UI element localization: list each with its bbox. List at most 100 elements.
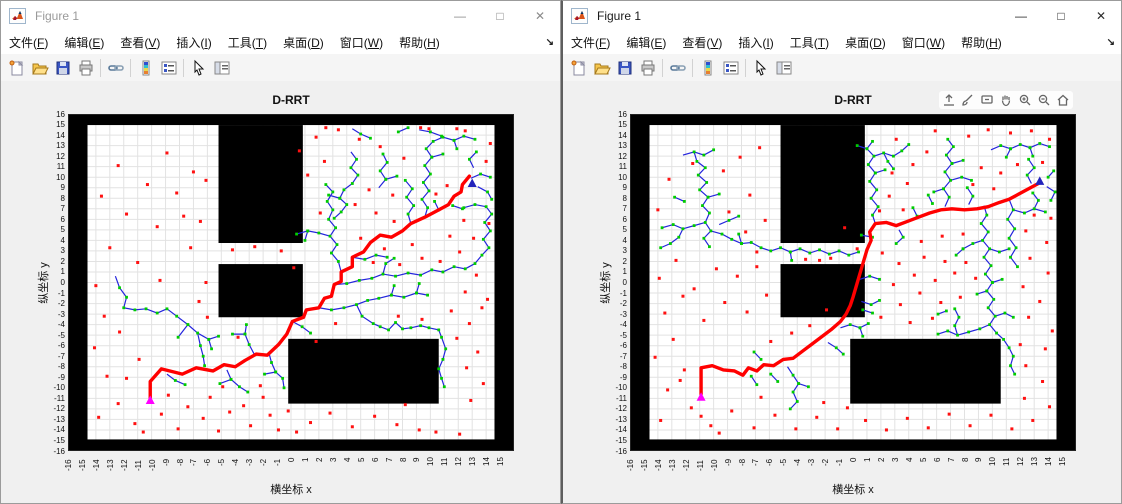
link-plot-button[interactable]	[104, 56, 127, 79]
x-tick-label: -3	[807, 459, 817, 467]
link-plot-button[interactable]	[666, 56, 689, 79]
axes-toolbar	[939, 91, 1073, 109]
x-tick-label: 15	[496, 457, 506, 467]
axes-brush-button[interactable]	[960, 92, 976, 108]
dock-figure-arrow-icon[interactable]: ↘	[1106, 37, 1115, 48]
y-tick-label: 5	[60, 225, 65, 235]
figure-canvas: D-RRT -16 -15 -14 -13 -12 -11 -10 -9 -8 -7 -6 -5 -4-…	[1, 81, 560, 503]
y-tick-label: 3	[60, 246, 65, 256]
y-tick-label: -7	[57, 351, 65, 361]
y-tick-label: -2	[619, 299, 627, 309]
save-figure-button[interactable]	[51, 56, 74, 79]
obstacles	[68, 114, 514, 451]
menu-item-v[interactable]: 查看(V)	[682, 36, 723, 50]
y-tick-label: 2	[60, 256, 65, 266]
y-tick-label: -15	[53, 435, 65, 445]
menu-item-d[interactable]: 桌面(D)	[283, 36, 324, 50]
x-tick-label: 11	[440, 457, 450, 467]
y-tick-label: 6	[622, 214, 627, 224]
y-tick-label: -12	[615, 404, 627, 414]
x-tick-label: -13	[105, 459, 115, 471]
x-tick-label: -2	[259, 459, 269, 467]
x-tick-label: -14	[91, 459, 101, 471]
menu-item-h[interactable]: 帮助(H)	[399, 36, 440, 50]
y-tick-label: -7	[619, 351, 627, 361]
window-title: Figure 1	[35, 9, 80, 23]
tree-nodes	[659, 137, 1057, 411]
titlebar[interactable]: Figure 1 — □ ✕	[1, 1, 560, 32]
menu-item-d[interactable]: 桌面(D)	[845, 36, 886, 50]
y-tick-label: -5	[619, 330, 627, 340]
open-file-button[interactable]	[590, 56, 613, 79]
y-tick-label: -16	[53, 446, 65, 456]
dock-figure-arrow-icon[interactable]: ↘	[545, 37, 554, 48]
maximize-button[interactable]: □	[496, 9, 504, 23]
insert-legend-button[interactable]	[157, 56, 180, 79]
toolbar-separator	[745, 58, 746, 77]
axes-zoom-in-button[interactable]	[1017, 92, 1033, 108]
y-tick-label: 11	[56, 162, 65, 172]
plot-axes[interactable]	[68, 114, 514, 451]
y-tick-label: 13	[56, 141, 65, 151]
menu-item-v[interactable]: 查看(V)	[120, 36, 161, 50]
menu-item-f[interactable]: 文件(F)	[9, 36, 49, 50]
titlebar[interactable]: Figure 1 — □ ✕	[563, 1, 1121, 32]
x-tick-label: -11	[133, 459, 143, 471]
axes-pan-button[interactable]	[998, 92, 1014, 108]
property-inspector-button[interactable]	[210, 56, 233, 79]
y-tick-label: -4	[619, 320, 627, 330]
new-figure-button[interactable]	[5, 56, 28, 79]
axes-datatip-button[interactable]	[979, 92, 995, 108]
print-figure-button[interactable]	[636, 56, 659, 79]
close-button[interactable]: ✕	[1095, 9, 1107, 23]
y-tick-label: -6	[57, 341, 65, 351]
menu-item-i[interactable]: 插入(I)	[738, 36, 774, 50]
axes-home-button[interactable]	[1055, 92, 1071, 108]
y-tick-label: 2	[622, 256, 627, 266]
x-tick-label: 4	[904, 457, 914, 462]
edit-plot-cursor-button[interactable]	[187, 56, 210, 79]
edit-plot-cursor-button[interactable]	[749, 56, 772, 79]
y-tick-label: -14	[615, 425, 627, 435]
y-tick-label: -1	[57, 288, 65, 298]
obstacles	[630, 114, 1076, 451]
menu-item-t[interactable]: 工具(T)	[227, 36, 268, 50]
menu-item-i[interactable]: 插入(I)	[176, 36, 212, 50]
property-inspector-button[interactable]	[772, 56, 795, 79]
axes-export-button[interactable]	[941, 92, 957, 108]
menu-item-h[interactable]: 帮助(H)	[961, 36, 1002, 50]
minimize-button[interactable]: —	[454, 9, 466, 23]
insert-colorbar-button[interactable]	[134, 56, 157, 79]
axes-zoom-out-button[interactable]	[1036, 92, 1052, 108]
menubar: 文件(F) 编辑(E) 查看(V) 插入(I) 工具(T) 桌面(D) 窗口(W) 帮助(H)…	[563, 31, 1121, 55]
y-tick-label: -15	[615, 435, 627, 445]
insert-colorbar-button[interactable]	[696, 56, 719, 79]
y-tick-label: 10	[56, 172, 65, 182]
y-axis-label: 纵坐标 y	[38, 261, 50, 304]
plot-axes[interactable]	[630, 114, 1076, 451]
print-figure-button[interactable]	[74, 56, 97, 79]
open-file-button[interactable]	[28, 56, 51, 79]
save-figure-button[interactable]	[613, 56, 636, 79]
y-tick-label: -10	[615, 383, 627, 393]
start-marker	[145, 395, 155, 404]
y-tick-label: 8	[60, 193, 65, 203]
y-tick-label: -8	[57, 362, 65, 372]
new-figure-button[interactable]	[567, 56, 590, 79]
y-tick-label: 1	[60, 267, 65, 277]
minimize-button[interactable]: —	[1015, 9, 1027, 23]
y-tick-label: 16	[56, 109, 65, 119]
figure-window: Figure 1 — □ ✕ 文件(F) 编辑(E) 查看(V) 插入(I) 工具(T)…	[561, 0, 1122, 504]
menu-item-f[interactable]: 文件(F)	[571, 36, 611, 50]
menu-item-w[interactable]: 窗口(W)	[339, 36, 384, 50]
y-tick-label: -2	[57, 299, 65, 309]
menu-item-t[interactable]: 工具(T)	[789, 36, 830, 50]
menu-item-w[interactable]: 窗口(W)	[901, 36, 946, 50]
menu-item-e[interactable]: 编辑(E)	[626, 36, 667, 50]
close-button[interactable]: ✕	[534, 9, 546, 23]
insert-legend-button[interactable]	[719, 56, 742, 79]
maximize-button[interactable]: □	[1057, 9, 1065, 23]
x-tick-label: -6	[765, 459, 775, 467]
menu-item-e[interactable]: 编辑(E)	[64, 36, 105, 50]
sample-points	[92, 126, 492, 436]
